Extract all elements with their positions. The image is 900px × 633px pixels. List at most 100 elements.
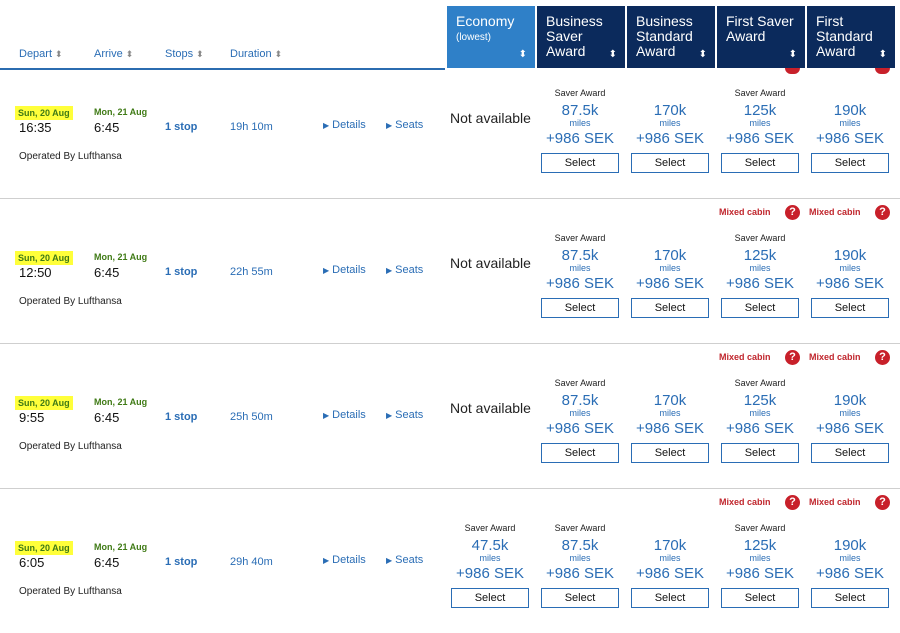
mixed-cabin-help-icon[interactable]: ? <box>785 205 800 220</box>
cabin-header-label: First Saver <box>726 13 794 29</box>
miles-price: 170k <box>653 102 687 119</box>
caret-right-icon: ▶ <box>386 411 393 420</box>
cabin-header-first-standard[interactable]: First Standard Award ⬍ <box>807 6 895 68</box>
tax-price: +986 SEK <box>636 565 704 582</box>
award-type-label: Saver Award <box>464 523 516 533</box>
seats-link[interactable]: ▶ Seats <box>386 119 423 131</box>
fare-cell: Saver Award 125k miles +986 SEK Select <box>715 88 805 173</box>
details-link-label: Details <box>332 119 366 131</box>
caret-right-icon: ▶ <box>386 121 393 130</box>
seats-link-label: Seats <box>395 554 424 566</box>
tax-price: +986 SEK <box>456 565 524 582</box>
select-fare-button[interactable]: Select <box>721 588 799 608</box>
sort-depart-header[interactable]: Depart ⬍ <box>19 48 63 60</box>
tax-price: +986 SEK <box>546 565 614 582</box>
arrive-date: Mon, 21 Aug <box>94 252 148 262</box>
seats-link[interactable]: ▶ Seats <box>386 409 423 421</box>
stops-link[interactable]: 1 stop <box>165 411 198 423</box>
sort-arrows-icon: ⬍ <box>274 49 283 59</box>
select-fare-button[interactable]: Select <box>721 153 799 173</box>
sort-arrows-icon: ⬍ <box>878 49 887 60</box>
miles-price: 87.5k <box>561 247 599 264</box>
stops-link[interactable]: 1 stop <box>165 121 198 133</box>
stops-link[interactable]: 1 stop <box>165 556 198 568</box>
tax-price: +986 SEK <box>546 420 614 437</box>
select-fare-button[interactable]: Select <box>811 298 889 318</box>
flight-row: Sun, 20 Aug 12:50 Mon, 21 Aug 6:45 1 stop 22h… <box>0 213 900 343</box>
details-link[interactable]: ▶ Details <box>323 409 366 421</box>
tax-price: +986 SEK <box>726 130 794 147</box>
award-type-label <box>625 233 715 245</box>
select-fare-button[interactable]: Select <box>811 588 889 608</box>
select-fare-button[interactable]: Select <box>631 588 709 608</box>
award-type-label <box>805 523 895 535</box>
select-fare-button[interactable]: Select <box>721 298 799 318</box>
mixed-cabin-help-icon[interactable]: ? <box>875 495 890 510</box>
tax-price: +986 SEK <box>636 130 704 147</box>
award-type-label: Saver Award <box>554 523 606 533</box>
details-link[interactable]: ▶ Details <box>323 554 366 566</box>
depart-time: 9:55 <box>19 410 45 425</box>
select-fare-button[interactable]: Select <box>451 588 529 608</box>
cabin-header-label: Saver <box>546 28 583 44</box>
select-fare-button[interactable]: Select <box>631 153 709 173</box>
depart-date: Sun, 20 Aug <box>15 251 73 265</box>
miles-price: 125k <box>743 247 777 264</box>
duration-header-label: Duration <box>230 48 272 60</box>
mixed-cabin-help-icon[interactable]: ? <box>785 495 800 510</box>
fare-cell: 170k miles +986 SEK Select <box>625 523 715 608</box>
sort-arrive-header[interactable]: Arrive ⬍ <box>94 48 133 60</box>
cabin-header-business-standard[interactable]: Business Standard Award ⬍ <box>627 6 715 68</box>
select-fare-button[interactable]: Select <box>541 443 619 463</box>
award-type-label <box>805 88 895 100</box>
fare-cell: 190k miles +986 SEK Select <box>805 233 895 318</box>
depart-time: 6:05 <box>19 555 45 570</box>
miles-price: 125k <box>743 392 777 409</box>
caret-right-icon: ▶ <box>386 556 393 565</box>
mixed-cabin-help-icon[interactable] <box>875 68 890 74</box>
select-fare-button[interactable]: Select <box>721 443 799 463</box>
mixed-cabin-help-icon[interactable]: ? <box>875 205 890 220</box>
miles-unit: miles <box>749 408 771 418</box>
mixed-cabin-help-icon[interactable]: ? <box>785 350 800 365</box>
award-type-label: Saver Award <box>734 88 786 98</box>
select-fare-button[interactable]: Select <box>541 298 619 318</box>
cabin-header-label: Standard <box>816 28 873 44</box>
mixed-cabin-help-icon[interactable] <box>785 68 800 74</box>
miles-price: 190k <box>833 102 867 119</box>
cabin-header-label: Economy <box>456 13 515 29</box>
mixed-cabin-help-icon[interactable]: ? <box>875 350 890 365</box>
cabin-header-business-saver[interactable]: Business Saver Award ⬍ <box>537 6 625 68</box>
economy-not-available: Not available <box>450 110 531 126</box>
select-fare-button[interactable]: Select <box>811 153 889 173</box>
mixed-cabin-label: Mixed cabin <box>719 207 771 217</box>
details-link-label: Details <box>332 264 366 276</box>
stops-link[interactable]: 1 stop <box>165 266 198 278</box>
select-fare-button[interactable]: Select <box>541 588 619 608</box>
select-fare-button[interactable]: Select <box>631 298 709 318</box>
arrive-date: Mon, 21 Aug <box>94 542 148 552</box>
sort-duration-header[interactable]: Duration ⬍ <box>230 48 282 60</box>
miles-unit: miles <box>749 118 771 128</box>
details-link[interactable]: ▶ Details <box>323 264 366 276</box>
select-fare-button[interactable]: Select <box>811 443 889 463</box>
seats-link[interactable]: ▶ Seats <box>386 554 423 566</box>
sort-stops-header[interactable]: Stops ⬍ <box>165 48 204 60</box>
cabin-header-label: Business <box>636 13 693 29</box>
operated-by: Operated By Lufthansa <box>19 151 122 162</box>
flight-row: Sun, 20 Aug 6:05 Mon, 21 Aug 6:45 1 stop 29h … <box>0 503 900 633</box>
details-link[interactable]: ▶ Details <box>323 119 366 131</box>
mixed-cabin-label: Mixed cabin <box>719 352 771 362</box>
fare-cell: Saver Award 125k miles +986 SEK Select <box>715 378 805 463</box>
operated-by: Operated By Lufthansa <box>19 441 122 452</box>
cabin-header-first-saver[interactable]: First Saver Award ⬍ <box>717 6 805 68</box>
seats-link[interactable]: ▶ Seats <box>386 264 423 276</box>
select-fare-button[interactable]: Select <box>541 153 619 173</box>
depart-date: Sun, 20 Aug <box>15 396 73 410</box>
fare-cell: 190k miles +986 SEK Select <box>805 88 895 173</box>
caret-right-icon: ▶ <box>323 266 330 275</box>
fare-cell: 170k miles +986 SEK Select <box>625 378 715 463</box>
select-fare-button[interactable]: Select <box>631 443 709 463</box>
cabin-header-economy[interactable]: Economy (lowest) ⬍ <box>447 6 535 68</box>
flight-duration: 25h 50m <box>230 411 273 423</box>
